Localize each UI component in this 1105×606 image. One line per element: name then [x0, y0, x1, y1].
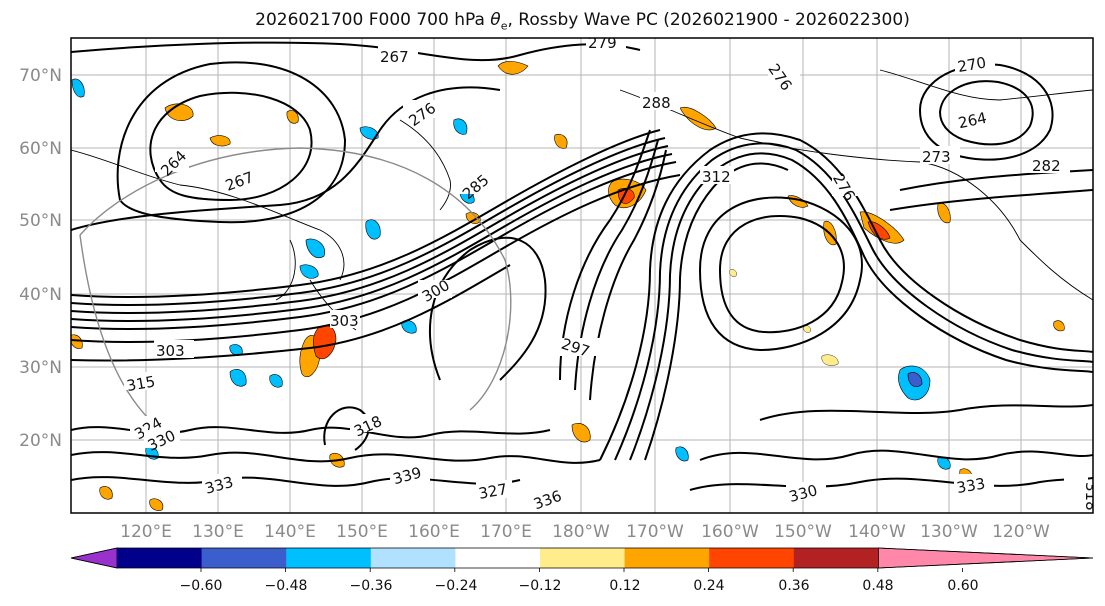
lon-label: 180°W — [552, 522, 610, 542]
coastlines — [71, 69, 1093, 331]
colorbar-extend-low — [70, 547, 118, 569]
map-title: 2026021700 F000 700 hPa θe, Rossby Wave … — [255, 10, 910, 33]
lon-label: 170°W — [626, 522, 684, 542]
colorbar-swatch — [540, 548, 626, 568]
contour-label: 318 — [1082, 482, 1100, 511]
lat-label-60n: 60°N — [19, 139, 62, 159]
colorbar-swatch — [117, 548, 203, 568]
colorbar-tick-label: 0.48 — [862, 578, 893, 594]
colorbar-swatch — [709, 548, 795, 568]
lat-label-30n: 30°N — [19, 358, 62, 378]
colorbar-tick-label: 0.60 — [947, 578, 978, 594]
lon-label: 120°E — [120, 522, 172, 542]
lon-label: 140°W — [848, 522, 906, 542]
lat-label-70n: 70°N — [19, 66, 62, 86]
lon-label: 130°W — [920, 522, 978, 542]
colorbar-extend-high — [878, 547, 1094, 569]
colorbar-swatch — [286, 548, 372, 568]
great-circle-arc — [79, 147, 512, 411]
colorbar-swatch — [370, 548, 456, 568]
contour-label: 270 — [956, 53, 987, 76]
colorbar-swatch — [624, 548, 710, 568]
lon-label: 160°W — [701, 522, 759, 542]
contour-label: 315 — [125, 372, 156, 395]
longitude-labels: 120°E 130°E 140°E 150°E 160°E 170°E 180°… — [120, 522, 1050, 542]
colorbar-swatch — [455, 548, 541, 568]
colorbar-tick-label: 0.24 — [693, 578, 724, 594]
lon-label: 140°E — [264, 522, 316, 542]
great-circle-arc-lower — [79, 234, 151, 421]
latitude-labels: 70°N 60°N 50°N 40°N 30°N 20°N — [19, 66, 62, 451]
lon-label: 130°E — [192, 522, 244, 542]
colorbar-tick-label: 0.36 — [778, 578, 809, 594]
colorbar-tick-label: −0.60 — [180, 578, 223, 594]
lon-label: 150°W — [774, 522, 832, 542]
colorbar-tick-labels: −0.60 −0.48 −0.36 −0.24 −0.12 0.12 0.24 … — [180, 578, 979, 594]
colorbar-tick-label: −0.36 — [350, 578, 393, 594]
lat-label-40n: 40°N — [19, 285, 62, 305]
map-frame — [70, 37, 1094, 514]
contour-label: 327 — [477, 480, 508, 503]
lon-label: 120°W — [992, 522, 1050, 542]
contour-label: 303 — [330, 312, 359, 330]
colorbar-swatch — [793, 548, 879, 568]
contour-label: 279 — [588, 34, 617, 52]
colorbar-tick-label: 0.12 — [609, 578, 640, 594]
contour-label: 264 — [957, 109, 989, 133]
lon-label: 170°E — [480, 522, 532, 542]
colorbar-tick-label: −0.12 — [519, 578, 562, 594]
lat-label-50n: 50°N — [19, 211, 62, 231]
lon-label: 150°E — [336, 522, 388, 542]
colorbar-tick-label: −0.24 — [435, 578, 478, 594]
contour-label: 267 — [380, 48, 409, 66]
contour-labels: 267 279 276 270 264 276 288 264 267 285 … — [124, 34, 1100, 513]
lon-label: 160°E — [408, 522, 460, 542]
contour-label: 333 — [955, 474, 986, 497]
contour-label: 273 — [922, 148, 951, 166]
contour-label: 282 — [1032, 157, 1061, 175]
colorbar — [70, 547, 1094, 572]
contour-label: 312 — [702, 168, 731, 186]
colorbar-swatch — [201, 548, 287, 568]
contour-label: 303 — [156, 342, 185, 360]
colorbar-outline — [70, 547, 1094, 569]
lat-label-20n: 20°N — [19, 431, 62, 451]
colorbar-tick-label: −0.48 — [265, 578, 308, 594]
contour-label: 288 — [642, 94, 671, 112]
